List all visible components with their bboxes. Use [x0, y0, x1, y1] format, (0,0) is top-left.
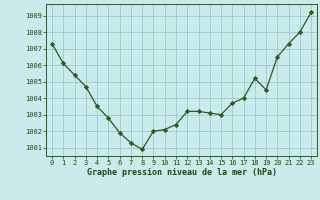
X-axis label: Graphe pression niveau de la mer (hPa): Graphe pression niveau de la mer (hPa) [87, 168, 276, 177]
